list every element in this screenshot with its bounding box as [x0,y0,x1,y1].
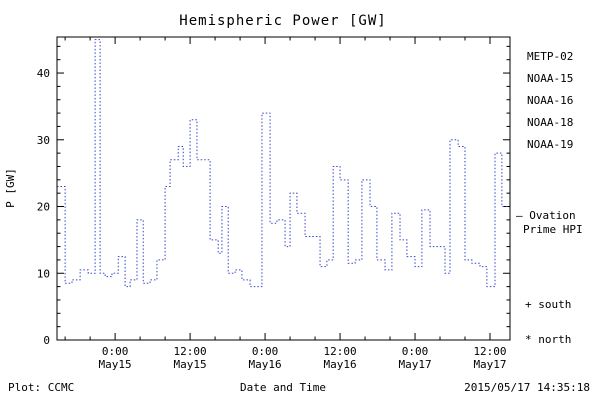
x-tick-date-label: May17 [398,358,431,371]
x-tick-date-label: May17 [473,358,506,371]
y-tick-label: 20 [37,201,50,214]
x-tick-date-label: May15 [174,358,207,371]
legend-item-metp02: METP-02 [527,50,573,63]
x-tick-time-label: 0:00 [102,345,129,358]
satellite-legend: METP-02 NOAA-15 NOAA-16 NOAA-18 NOAA-19 [527,50,573,151]
legend-item-noaa18: NOAA-18 [527,116,573,129]
legend-ovation-line2: Prime HPI [523,223,583,236]
x-tick-date-label: May16 [323,358,356,371]
x-tick-time-label: 0:00 [252,345,279,358]
x-tick-time-label: 12:00 [174,345,207,358]
legend-north-marker: * north [525,333,571,346]
ovation-legend: – Ovation Prime HPI [516,209,583,236]
y-tick-label: 40 [37,67,50,80]
x-tick-time-label: 12:00 [473,345,506,358]
y-tick-label: 30 [37,134,50,147]
plot-credit: Plot: CCMC [8,381,74,394]
legend-item-noaa16: NOAA-16 [527,94,573,107]
x-tick-date-label: May16 [249,358,282,371]
x-tick-time-label: 0:00 [402,345,429,358]
legend-ovation-line1: – Ovation [516,209,576,222]
x-tick-date-label: May15 [99,358,132,371]
legend-south-marker: + south [525,298,571,311]
y-tick-label: 10 [37,267,50,280]
y-axis-label: P [GW] [4,168,17,208]
x-axis-label: Date and Time [240,381,326,394]
legend-item-noaa19: NOAA-19 [527,138,573,151]
chart-title: Hemispheric Power [GW] [179,13,386,29]
plot-axes: 0102030400:00May1512:00May150:00May1612:… [37,37,510,371]
x-tick-time-label: 12:00 [323,345,356,358]
legend-item-noaa15: NOAA-15 [527,72,573,85]
ovation-hpi-step-line [57,39,510,288]
plot-timestamp: 2015/05/17 14:35:18 [464,381,590,394]
y-tick-label: 0 [43,334,50,347]
plot-frame [56,36,511,341]
